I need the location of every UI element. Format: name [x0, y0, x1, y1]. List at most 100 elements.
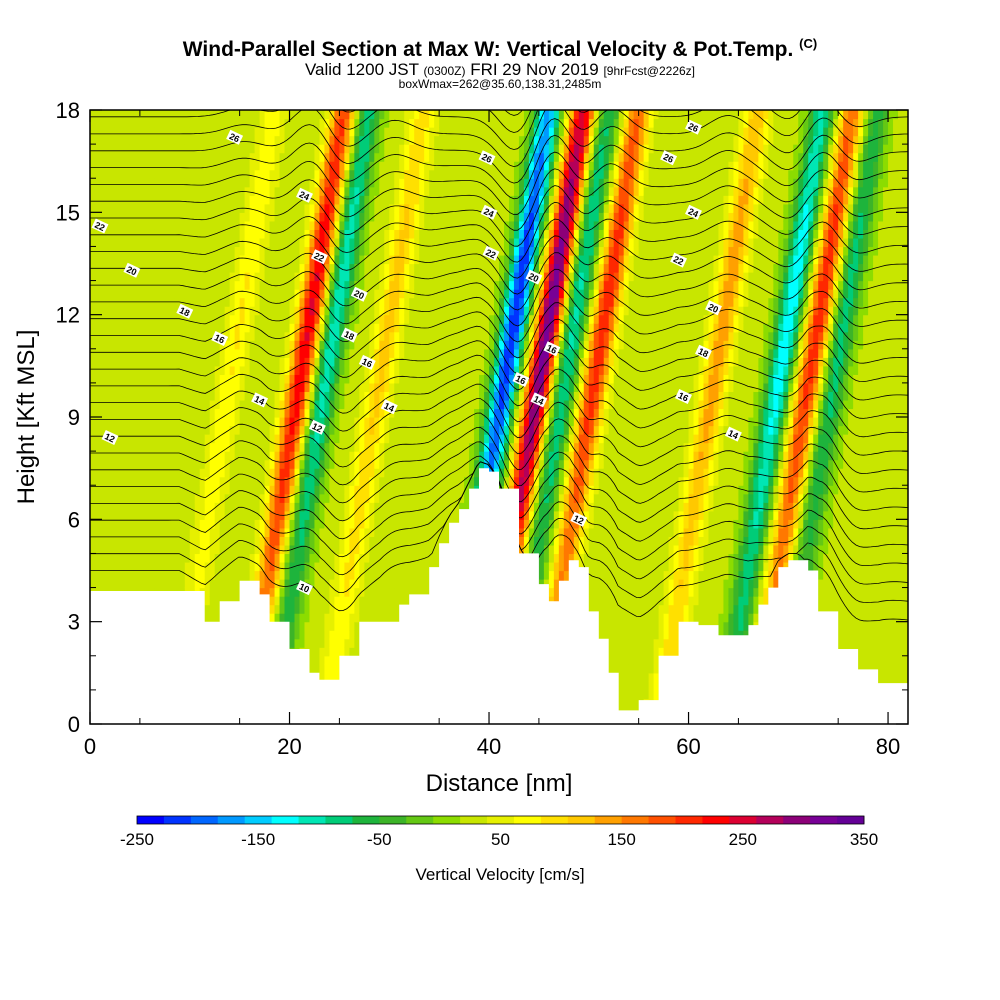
velocity-cell — [269, 587, 276, 597]
velocity-cell — [159, 118, 166, 128]
velocity-cell — [329, 561, 335, 572]
velocity-cell — [394, 587, 400, 597]
velocity-cell — [139, 544, 146, 555]
velocity-cell — [184, 331, 191, 341]
velocity-cell — [159, 442, 166, 452]
velocity-cell — [329, 604, 335, 614]
velocity-cell — [359, 195, 365, 205]
velocity-cell — [139, 289, 146, 299]
velocity-cell — [114, 493, 121, 503]
velocity-cell — [124, 212, 131, 222]
velocity-cell — [314, 604, 321, 614]
velocity-cell — [184, 510, 191, 520]
velocity-cell — [90, 442, 96, 452]
velocity-cell — [139, 152, 146, 162]
velocity-cell — [139, 425, 146, 435]
velocity-cell — [384, 587, 390, 597]
velocity-cell — [289, 186, 296, 196]
velocity-cell — [259, 468, 266, 478]
velocity-cell — [349, 357, 355, 367]
velocity-cell — [374, 553, 380, 563]
velocity-cell — [289, 587, 296, 597]
velocity-cell — [239, 399, 246, 410]
velocity-cell — [219, 382, 226, 393]
velocity-cell — [429, 246, 435, 256]
velocity-cell — [169, 391, 176, 401]
velocity-cell — [104, 561, 111, 572]
velocity-cell — [149, 519, 156, 529]
velocity-cell — [234, 195, 241, 205]
velocity-cell — [384, 348, 390, 358]
velocity-cell — [174, 186, 181, 196]
velocity-cell — [154, 544, 161, 555]
velocity-cell — [379, 536, 385, 546]
velocity-cell — [129, 417, 136, 427]
velocity-cell — [109, 382, 116, 393]
velocity-cell — [249, 144, 256, 154]
velocity-cell — [284, 203, 291, 213]
velocity-cell — [354, 144, 360, 154]
velocity-cell — [139, 365, 146, 375]
velocity-cell — [394, 357, 400, 367]
velocity-cell — [224, 579, 231, 589]
velocity-cell — [389, 340, 395, 350]
velocity-cell — [329, 374, 335, 384]
velocity-cell — [234, 263, 241, 273]
velocity-cell — [359, 544, 365, 555]
velocity-cell — [319, 570, 326, 580]
velocity-cell — [414, 340, 420, 350]
velocity-cell — [99, 417, 106, 427]
velocity-cell — [309, 579, 316, 589]
velocity-cell — [349, 468, 355, 478]
velocity-cell — [144, 186, 151, 196]
velocity-cell — [359, 297, 365, 307]
velocity-cell — [259, 195, 266, 205]
velocity-cell — [344, 604, 350, 614]
velocity-cell — [414, 434, 420, 444]
velocity-cell — [184, 374, 191, 384]
velocity-cell — [239, 220, 246, 230]
velocity-cell — [379, 212, 385, 222]
velocity-cell — [349, 169, 355, 179]
velocity-cell — [179, 493, 186, 503]
velocity-cell — [329, 297, 335, 307]
velocity-cell — [169, 186, 176, 196]
velocity-cell — [99, 357, 106, 367]
velocity-cell — [299, 596, 306, 606]
velocity-cell — [429, 229, 435, 239]
velocity-cell — [299, 348, 306, 358]
velocity-cell — [334, 306, 340, 316]
velocity-cell — [229, 374, 236, 384]
velocity-cell — [119, 246, 126, 256]
velocity-cell — [164, 186, 171, 196]
velocity-cell — [204, 451, 211, 461]
velocity-cell — [394, 195, 400, 205]
velocity-cell — [94, 417, 101, 427]
valid-zulu: (0300Z) — [423, 64, 466, 78]
velocity-cell — [344, 391, 350, 401]
velocity-cell — [219, 237, 226, 248]
velocity-cell — [389, 297, 395, 307]
velocity-cell — [324, 442, 331, 452]
velocity-cell — [239, 459, 246, 469]
velocity-cell — [144, 502, 151, 512]
velocity-cell — [324, 348, 331, 358]
velocity-cell — [90, 510, 96, 520]
velocity-cell — [274, 314, 281, 324]
velocity-cell — [349, 596, 355, 606]
velocity-cell — [189, 442, 196, 452]
velocity-cell — [194, 468, 201, 478]
velocity-cell — [209, 408, 216, 418]
velocity-cell — [129, 357, 136, 367]
velocity-cell — [414, 527, 420, 537]
velocity-cell — [99, 135, 106, 145]
velocity-cell — [144, 374, 151, 384]
velocity-cell — [409, 587, 415, 597]
velocity-cell — [324, 638, 331, 648]
velocity-cell — [189, 169, 196, 179]
velocity-cell — [249, 340, 256, 350]
velocity-cell — [419, 357, 425, 367]
velocity-cell — [129, 306, 136, 316]
velocity-cell — [334, 365, 340, 375]
velocity-cell — [299, 553, 306, 563]
